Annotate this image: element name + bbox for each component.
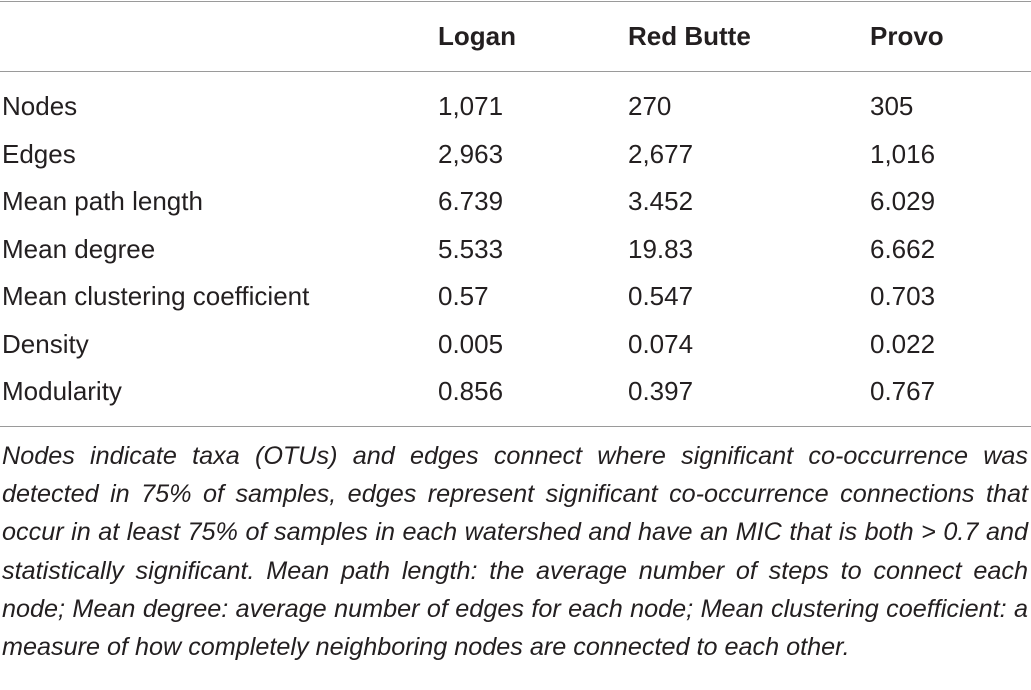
cell-value: 1,071 [438,91,504,121]
bottom-rule [0,426,1031,427]
header-rule [0,71,1031,72]
cell-value: 0.005 [438,328,504,359]
column-header: Red Butte [628,21,751,51]
column-header: Logan [438,21,516,51]
cell-value: 2,677 [628,138,694,169]
top-rule [0,1,1031,2]
cell-value: 0.767 [870,376,936,406]
row-label: Mean clustering coefficient [2,281,310,311]
cell-value: 0.074 [628,328,694,359]
cell-value: 5.533 [438,233,504,264]
cell-value: 6.029 [870,186,936,216]
row-label: Modularity [2,376,122,406]
cell-value: 0.703 [870,281,936,311]
row-label: Nodes [2,91,78,121]
cell-value: 0.57 [438,281,489,311]
row-label: Edges [2,138,76,169]
cell-value: 270 [628,91,672,121]
cell-value: 2,963 [438,138,504,169]
cell-value: 19.83 [628,233,694,264]
column-header: Provo [870,21,944,51]
row-label: Mean path length [2,186,203,216]
cell-value: 0.547 [628,281,694,311]
cell-value: 1,016 [870,138,936,169]
row-label: Density [2,328,89,359]
cell-value: 0.022 [870,328,936,359]
cell-value: 0.856 [438,376,504,406]
footnote: Nodes indicate taxa (OTUs) and edges con… [2,442,1028,662]
cell-value: 6.662 [870,233,936,264]
cell-value: 6.739 [438,186,504,216]
row-label: Mean degree [2,233,156,264]
cell-value: 305 [870,91,914,121]
cell-value: 0.397 [628,376,694,406]
cell-value: 3.452 [628,186,694,216]
